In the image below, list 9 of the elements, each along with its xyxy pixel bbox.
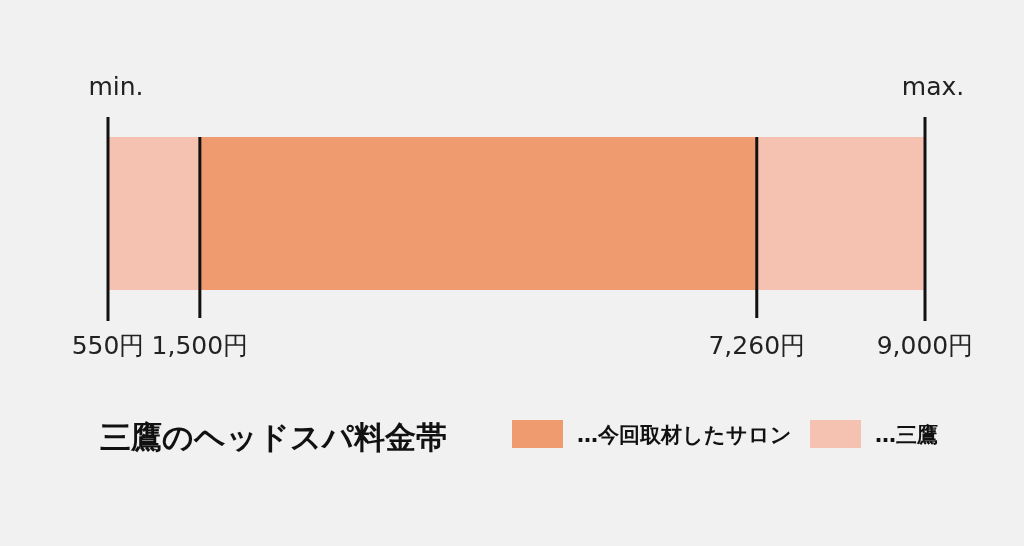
legend-label: …今回取材したサロン xyxy=(577,423,792,447)
legend-label: …三鷹 xyxy=(875,423,938,447)
x-tick-label: 1,500円 xyxy=(151,331,249,360)
text: max. xyxy=(901,72,965,101)
x-tick-label: 7,260円 xyxy=(708,331,806,360)
text: 三鷹のヘッドスパ料金帯 xyxy=(100,420,447,455)
x-tick-label: 550円 xyxy=(71,331,145,360)
text: min. xyxy=(88,72,144,101)
x-tick-label: 9,000円 xyxy=(876,331,974,360)
